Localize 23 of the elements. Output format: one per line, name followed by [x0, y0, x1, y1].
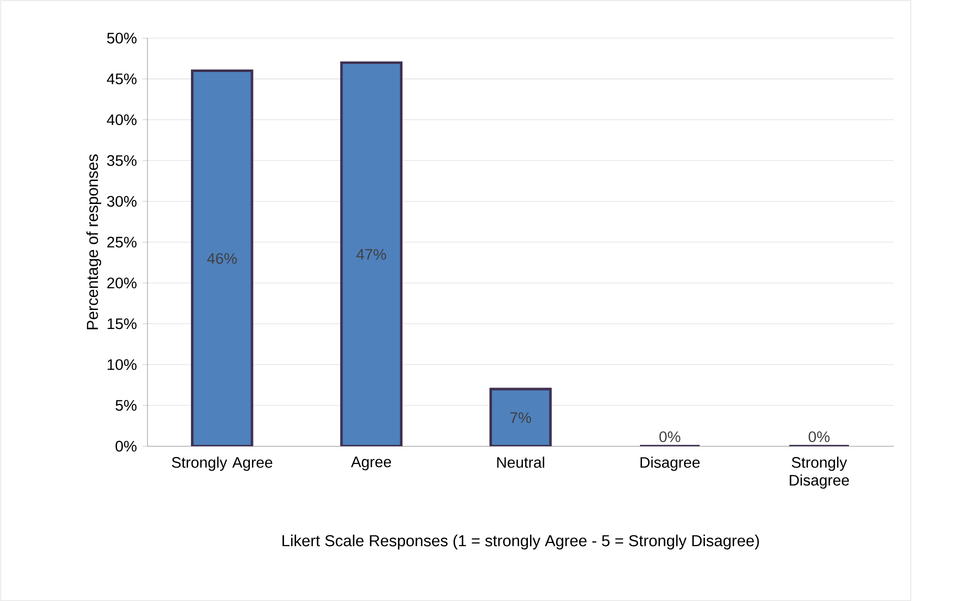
data-label: 0% — [659, 431, 680, 442]
x-tick-label: Neutral — [497, 456, 544, 468]
y-axis-title: Percentage of responses — [86, 154, 102, 330]
y-tick-label: 25% — [107, 236, 137, 248]
y-tick-label: 0% — [116, 440, 137, 452]
y-tick-label: 45% — [106, 73, 137, 84]
x-tick-label: Strongly Disagree — [790, 456, 849, 489]
x-tick-label: Strongly Agree — [172, 456, 272, 471]
y-tick-label: 15% — [108, 318, 137, 329]
x-tick-label: Agree — [351, 456, 392, 470]
y-tick-label: 35% — [107, 155, 137, 166]
y-tick-label: 30% — [107, 196, 137, 207]
y-tick-label: 40% — [106, 114, 137, 125]
y-tick-label: 10% — [108, 359, 137, 370]
data-label: 47% — [356, 248, 386, 260]
data-label: 46% — [207, 252, 237, 264]
y-tick-label: 20% — [107, 277, 137, 288]
x-tick-label: Disagree — [640, 456, 700, 471]
y-tick-label: 50% — [107, 32, 137, 44]
data-label: 0% — [808, 431, 830, 442]
data-label: 7% — [510, 412, 532, 423]
y-tick-label: 5% — [116, 400, 137, 411]
x-axis-title: Likert Scale Responses (1 = strongly Agree - 5 = Strongly Disagree) — [282, 534, 759, 550]
